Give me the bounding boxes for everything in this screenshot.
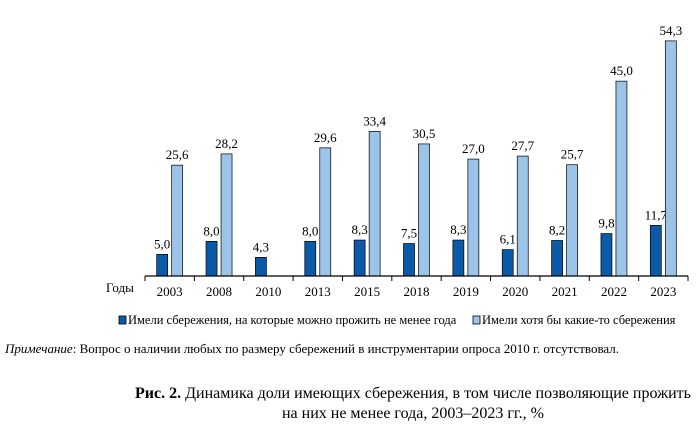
bar-light bbox=[368, 131, 381, 277]
data-label: 27,7 bbox=[511, 138, 534, 153]
bar-light bbox=[171, 164, 184, 277]
data-label: 8,0 bbox=[302, 223, 318, 238]
x-tick-label: 2003 bbox=[157, 284, 183, 299]
data-label: 8,0 bbox=[203, 223, 219, 238]
x-tick-label: 2018 bbox=[404, 284, 430, 299]
x-tick-label: 2008 bbox=[206, 284, 232, 299]
caption-line-2: на них не менее года, 2003–2023 гг., % bbox=[282, 405, 544, 422]
bar-dark bbox=[353, 239, 366, 277]
x-tick-label: 2023 bbox=[650, 284, 676, 299]
caption-line-1: Рис. 2. Динамика доли имеющих сбережения… bbox=[135, 385, 691, 402]
bar-dark bbox=[551, 240, 563, 277]
data-label: 7,5 bbox=[401, 226, 417, 241]
bar-light bbox=[664, 40, 677, 277]
data-label: 25,6 bbox=[166, 147, 189, 162]
x-tick-label: 2019 bbox=[453, 284, 479, 299]
data-label: 8,3 bbox=[450, 222, 466, 237]
bar-light bbox=[418, 143, 430, 277]
data-label: 11,7 bbox=[645, 207, 668, 222]
data-label: 27,0 bbox=[462, 141, 485, 156]
data-label: 54,3 bbox=[659, 23, 682, 38]
bar-light bbox=[467, 158, 480, 277]
bar-dark bbox=[403, 243, 415, 277]
bar-dark bbox=[255, 257, 267, 277]
bar-dark bbox=[156, 254, 169, 277]
x-tick-label: 2015 bbox=[354, 284, 380, 299]
note-text: : Вопрос о наличии любых по размеру сбер… bbox=[73, 341, 619, 356]
bar-dark bbox=[649, 224, 662, 277]
data-label: 8,3 bbox=[352, 222, 368, 237]
data-label: 45,0 bbox=[610, 63, 633, 78]
caption-text: Динамика доли имеющих сбережения, в том … bbox=[181, 385, 691, 402]
data-label: 9,8 bbox=[598, 216, 614, 231]
bar-light bbox=[516, 155, 529, 277]
x-tick-label: 2022 bbox=[601, 284, 627, 299]
data-label: 28,2 bbox=[215, 136, 238, 151]
x-tick-label: 2020 bbox=[502, 284, 528, 299]
legend: Имели сбережения, на которые можно прожи… bbox=[118, 313, 676, 327]
legend-label-light: Имели хотя бы какие-то сбережения bbox=[482, 313, 676, 327]
bar-dark bbox=[501, 249, 514, 277]
data-label: 6,1 bbox=[500, 232, 516, 247]
data-label: 30,5 bbox=[413, 126, 436, 141]
data-label: 4,3 bbox=[253, 239, 269, 254]
bar-dark bbox=[600, 233, 613, 277]
x-axis-label: Годы bbox=[106, 280, 134, 295]
legend-swatch-light bbox=[472, 315, 481, 325]
x-tick-label: 2021 bbox=[552, 284, 578, 299]
bar-dark bbox=[304, 241, 317, 277]
caption-label: Рис. 2. bbox=[135, 385, 181, 402]
note-label: Примечание bbox=[4, 341, 73, 356]
data-label: 5,0 bbox=[154, 236, 170, 251]
legend-swatch-dark bbox=[118, 315, 127, 325]
bar-dark bbox=[452, 239, 465, 277]
bar-light bbox=[566, 164, 578, 277]
bar-light bbox=[220, 153, 233, 277]
note: Примечание: Вопрос о наличии любых по ра… bbox=[4, 341, 619, 356]
x-tick-label: 2010 bbox=[255, 284, 281, 299]
data-label: 33,4 bbox=[363, 113, 386, 128]
bar-light bbox=[615, 80, 628, 277]
data-label: 8,2 bbox=[549, 222, 565, 237]
bar-dark bbox=[205, 241, 218, 277]
data-label: 25,7 bbox=[561, 147, 584, 162]
bar-light bbox=[319, 147, 332, 277]
data-label: 29,6 bbox=[314, 130, 337, 145]
x-tick-label: 2013 bbox=[305, 284, 331, 299]
legend-label-dark: Имели сбережения, на которые можно прожи… bbox=[128, 313, 457, 327]
